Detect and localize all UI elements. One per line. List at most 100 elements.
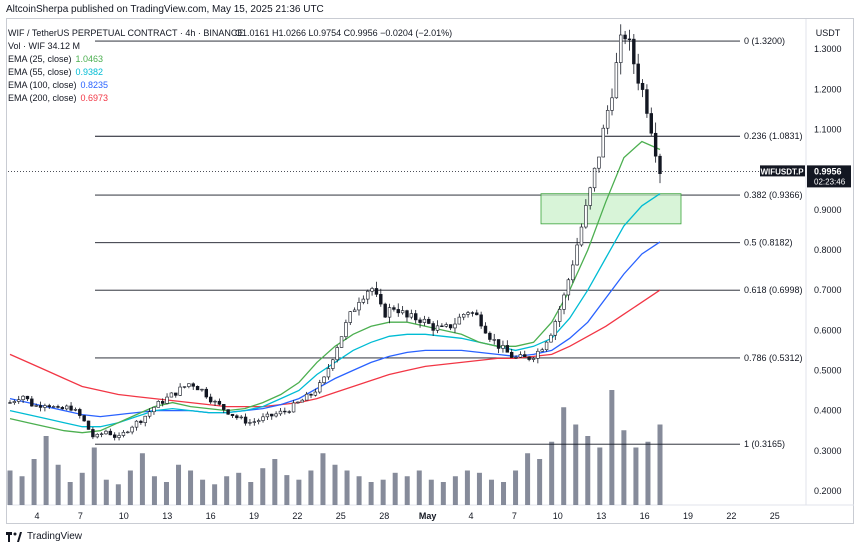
- candle-body: [169, 392, 174, 398]
- volume-bar: [7, 470, 13, 505]
- candle-body: [496, 339, 501, 349]
- candle-body: [34, 405, 38, 407]
- fib-label: 0.5 (0.8182): [744, 238, 793, 248]
- x-tick-label: 10: [119, 511, 129, 521]
- candle-body: [492, 339, 496, 341]
- candle-body: [121, 431, 126, 436]
- volume-bar: [248, 482, 254, 505]
- candle-body: [204, 388, 209, 398]
- candle-body: [640, 82, 645, 90]
- ema-legend-row[interactable]: EMA (200, close) 0.6973: [8, 92, 243, 105]
- fib-label: 0.786 (0.5312): [744, 353, 803, 363]
- candle-body: [571, 264, 575, 281]
- candle-body: [8, 402, 12, 404]
- candle-body: [283, 410, 287, 413]
- candle-body: [457, 316, 462, 325]
- candle-body: [361, 298, 366, 303]
- candle-body: [536, 350, 540, 359]
- candle-body: [396, 309, 400, 314]
- candle-body: [82, 415, 86, 422]
- volume-bar: [501, 482, 507, 505]
- y-tick-label: 1.3000: [814, 44, 842, 54]
- volume-bar: [380, 479, 386, 505]
- candle-body: [78, 409, 82, 416]
- candle-body: [95, 433, 99, 438]
- candle-body: [540, 349, 544, 352]
- symbol-tag: WIFUSDT.P: [760, 167, 804, 176]
- candle-body: [649, 113, 653, 134]
- candle-body: [222, 404, 226, 410]
- candle-body: [69, 405, 73, 411]
- x-tick-label: 25: [770, 511, 780, 521]
- candle-body: [217, 400, 222, 405]
- x-tick-label: 4: [34, 511, 39, 521]
- ema-legend-row[interactable]: EMA (100, close) 0.8235: [8, 79, 243, 92]
- candle-body: [296, 401, 300, 404]
- y-tick-label: 0.5000: [814, 365, 842, 375]
- candle-body: [17, 399, 21, 402]
- ema-legend-row[interactable]: EMA (25, close) 1.0463: [8, 53, 243, 66]
- x-tick-label: 4: [468, 511, 473, 521]
- x-tick-label: 7: [512, 511, 517, 521]
- volume-line[interactable]: Vol · WIF 34.12 M: [8, 41, 81, 51]
- candle-body: [435, 325, 440, 331]
- candle-body: [392, 307, 396, 310]
- volume-bar: [476, 472, 482, 505]
- candle-body: [331, 359, 335, 369]
- ema-label: EMA (100, close): [8, 80, 77, 90]
- volume-bar: [621, 430, 627, 505]
- candle-body: [213, 400, 217, 403]
- legend-pane: WIF / TetherUS PERPETUAL CONTRACT · 4h ·…: [8, 27, 452, 105]
- candle-body: [557, 309, 562, 322]
- candle-body: [243, 416, 248, 424]
- candle-body: [104, 430, 108, 435]
- x-tick-label: 25: [336, 511, 346, 521]
- candle-body: [112, 434, 117, 438]
- volume-bar: [115, 484, 121, 505]
- ema-value: 0.6973: [80, 93, 109, 103]
- candle-body: [291, 402, 296, 413]
- volume-bar: [212, 484, 218, 505]
- candle-body: [12, 401, 17, 403]
- ema25-line: [9, 140, 661, 434]
- candle-body: [605, 110, 610, 129]
- candle-body: [256, 420, 261, 423]
- volume-bar: [657, 424, 663, 505]
- candle-body: [339, 336, 344, 348]
- volume-bar: [296, 479, 302, 505]
- candle-body: [174, 392, 178, 396]
- candle-body: [348, 311, 352, 323]
- candle-body: [73, 409, 78, 411]
- candle-body: [383, 303, 387, 318]
- volume-bar: [43, 436, 49, 505]
- candle-body: [134, 420, 139, 428]
- candle-body: [623, 34, 627, 40]
- candle-body: [239, 416, 243, 419]
- symbol-line[interactable]: WIF / TetherUS PERPETUAL CONTRACT · 4h ·…: [8, 28, 244, 38]
- ema-legend-row[interactable]: EMA (55, close) 0.9382: [8, 66, 243, 79]
- volume-bar: [561, 407, 567, 505]
- candle-body: [448, 324, 453, 329]
- x-tick-label: 19: [249, 511, 259, 521]
- candle-body: [592, 167, 597, 189]
- candle-body: [43, 405, 47, 408]
- volume-bar: [91, 447, 97, 505]
- candle-body: [514, 356, 518, 359]
- y-tick-label: 0.4000: [814, 406, 842, 416]
- candle-body: [466, 312, 470, 315]
- candle-body: [440, 325, 444, 327]
- volume-bar: [332, 464, 338, 505]
- volume-bar: [525, 453, 531, 505]
- candle-body: [187, 383, 191, 387]
- volume-bar: [464, 470, 470, 505]
- candle-body: [344, 322, 348, 337]
- candle-body: [405, 310, 409, 318]
- candle-body: [235, 415, 239, 419]
- y-tick-label: 0.9000: [814, 205, 842, 215]
- candle-body: [165, 396, 169, 404]
- countdown-label: 02:23:46: [814, 177, 846, 186]
- candle-body: [658, 155, 662, 174]
- candle-body: [531, 358, 536, 360]
- y-tick-label: 0.2000: [814, 486, 842, 496]
